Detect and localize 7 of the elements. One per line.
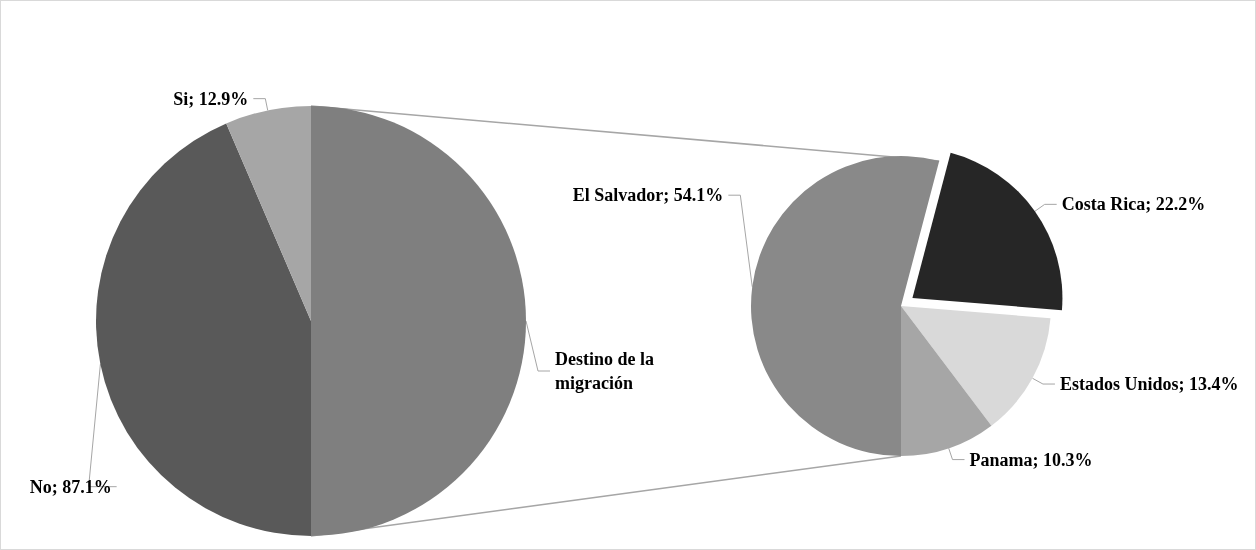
- slice-label: No; 87.1%: [29, 476, 112, 497]
- slice-label: Si; 12.9%: [173, 88, 249, 109]
- slice-label: El Salvador; 54.1%: [572, 185, 724, 206]
- slice-label: Destino de la migración: [555, 349, 659, 393]
- slice-label: Panama; 10.3%: [969, 449, 1093, 470]
- slice-label: Estados Unidos; 13.4%: [1059, 374, 1239, 395]
- slice-label: Costa Rica; 22.2%: [1061, 194, 1206, 215]
